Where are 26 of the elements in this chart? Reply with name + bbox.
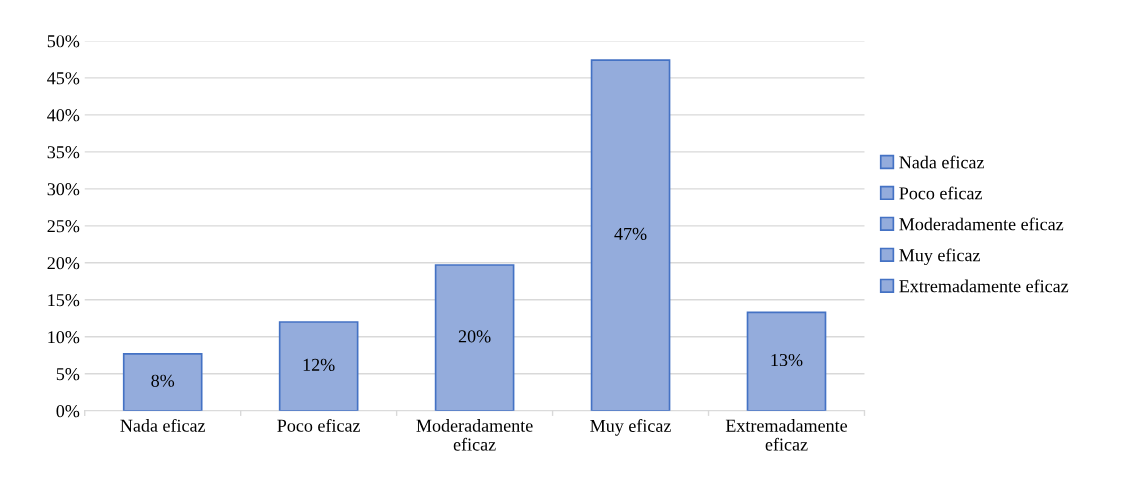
x-tick-label: Muy eficaz [590, 419, 671, 436]
data-label: 47% [614, 227, 647, 241]
y-tick-label: 0% [56, 405, 80, 418]
y-tick-label: 35% [47, 146, 80, 159]
x-tick-label: Nada eficaz [120, 418, 206, 432]
legend-label: Moderadamente eficaz [899, 217, 1064, 231]
y-tick-label: 45% [47, 72, 80, 85]
y-tick-label: 40% [47, 109, 80, 122]
y-tick-label: 25% [47, 220, 80, 233]
data-label: 20% [458, 330, 491, 343]
y-tick-label: 20% [47, 257, 80, 270]
y-tick-label: 10% [48, 331, 80, 344]
y-tick-label: 15% [48, 294, 80, 307]
x-tick-label: Poco eficaz [277, 418, 361, 432]
data-label: 12% [303, 358, 335, 371]
x-tick-label: Extremadamente eficaz [725, 419, 848, 451]
legend-label: Extremadamente eficaz [899, 279, 1069, 293]
legend-label: Poco eficaz [899, 186, 982, 200]
data-label: 13% [771, 353, 803, 367]
y-tick-label: 30% [47, 183, 80, 196]
legend-label: Muy eficaz [899, 248, 980, 266]
y-tick-label: 5% [56, 368, 80, 381]
data-label: 8% [151, 374, 175, 387]
legend-label: Nada eficaz [899, 155, 984, 169]
y-tick-label: 50% [47, 35, 80, 48]
x-tick-label: Moderadamente eficaz [416, 419, 533, 451]
